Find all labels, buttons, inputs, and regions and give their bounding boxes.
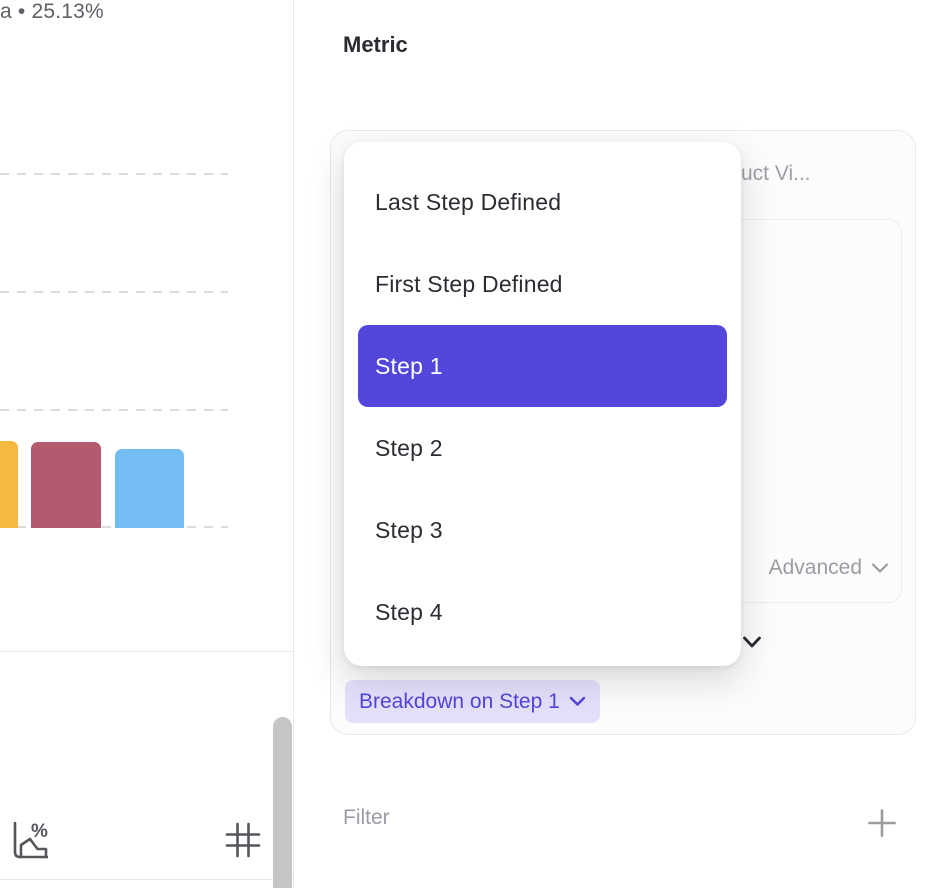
dropdown-option-first-step-defined[interactable]: First Step Defined	[375, 270, 563, 297]
dropdown-option-step-1[interactable]: Step 1	[358, 325, 727, 407]
hash-grid-icon[interactable]	[224, 822, 262, 858]
gridline	[0, 526, 228, 528]
gridline	[0, 291, 228, 293]
dropdown-option-last-step-defined[interactable]: Last Step Defined	[375, 188, 562, 215]
advanced-label: Advanced	[768, 556, 862, 579]
add-filter-button[interactable]	[868, 809, 896, 837]
chart-card-bottom-border	[0, 651, 293, 652]
metric-section-title: Metric	[343, 32, 408, 57]
gridline	[0, 173, 228, 175]
step-select-dropdown: Last Step Defined First Step Defined Ste…	[344, 142, 741, 666]
breakdown-chip-label: Breakdown on Step 1	[359, 689, 560, 713]
chart-panel: a • 25.13% %	[0, 0, 293, 888]
dropdown-option-step-4[interactable]: Step 4	[375, 598, 443, 625]
filter-section-title: Filter	[343, 806, 390, 829]
breakdown-chip[interactable]: Breakdown on Step 1	[345, 680, 600, 723]
chart-bar-maroon[interactable]	[31, 442, 101, 528]
vertical-scrollbar[interactable]	[273, 717, 292, 888]
chevron-down-icon[interactable]	[742, 635, 762, 649]
chart-bar-orange[interactable]	[0, 441, 18, 528]
dropdown-option-step-2[interactable]: Step 2	[375, 434, 443, 461]
funnel-percent-chart-icon[interactable]: %	[8, 818, 48, 862]
chevron-down-icon	[569, 696, 586, 707]
gridline	[0, 409, 228, 411]
chart-legend-label: a • 25.13%	[0, 0, 104, 23]
dropdown-option-step-3[interactable]: Step 3	[375, 516, 443, 543]
panel-divider	[293, 0, 294, 888]
chart-bar-blue[interactable]	[115, 449, 184, 528]
advanced-toggle[interactable]: Advanced	[769, 556, 889, 580]
bottom-toolbar-border	[0, 879, 293, 880]
svg-text:%: %	[31, 821, 48, 842]
step-event-name-truncated: uct Vi...	[741, 162, 811, 185]
chevron-down-icon	[871, 562, 889, 574]
